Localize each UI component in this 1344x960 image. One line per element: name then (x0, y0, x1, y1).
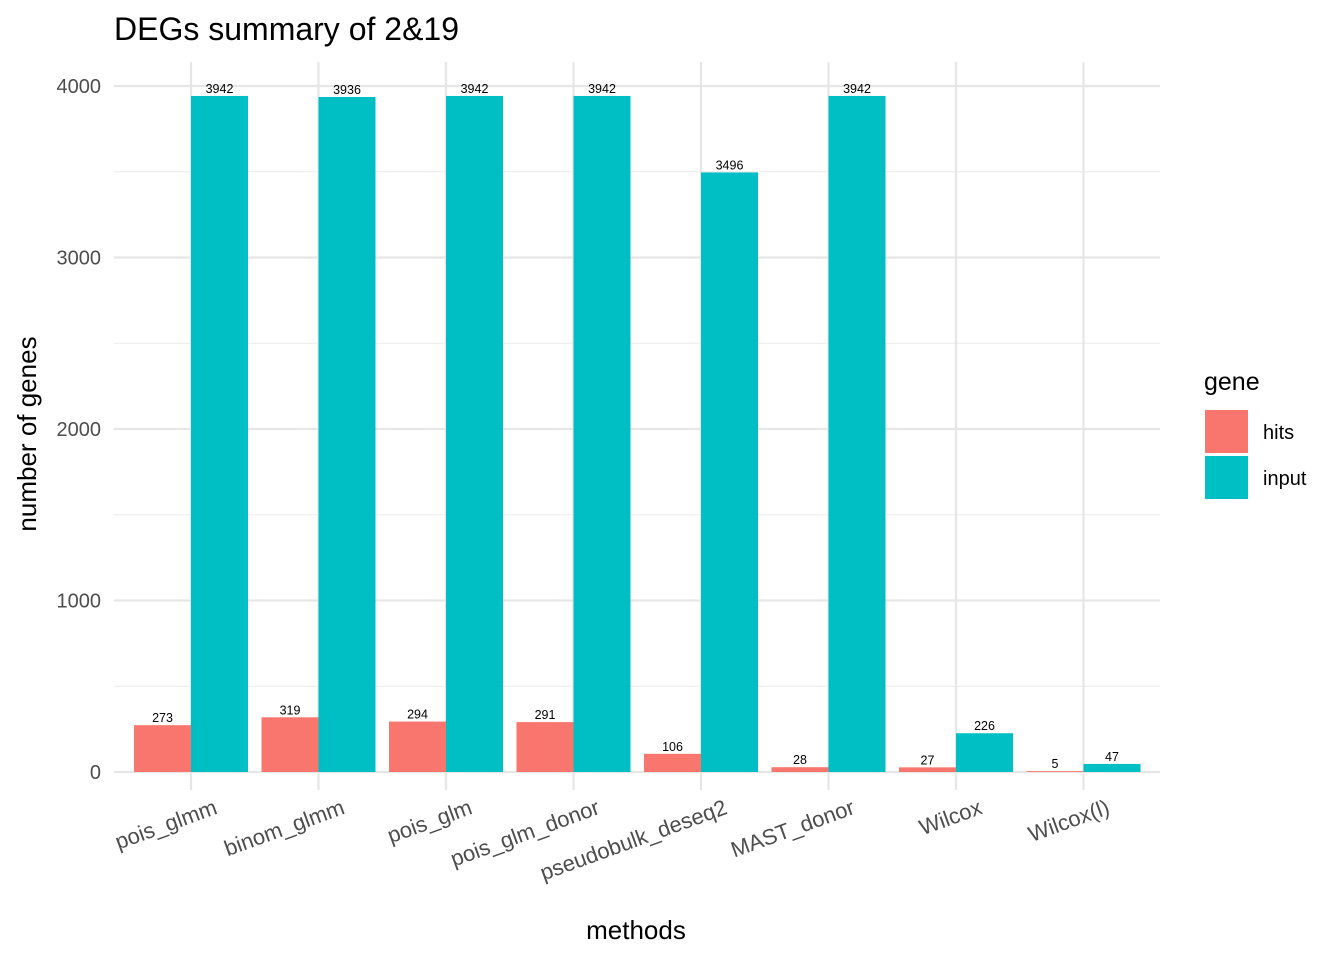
bar-hits (516, 722, 574, 772)
legend-key-hits (1205, 410, 1248, 453)
legend: gene hits input (1204, 368, 1307, 499)
chart-title: DEGs summary of 2&19 (114, 11, 459, 47)
y-tick-label: 3000 (57, 248, 102, 270)
data-label-hits: 273 (152, 711, 173, 725)
data-label-hits: 5 (1052, 757, 1059, 771)
legend-title: gene (1204, 368, 1260, 396)
data-label-hits: 106 (662, 740, 683, 754)
legend-label-input: input (1263, 468, 1307, 490)
bar-input (1083, 763, 1141, 772)
bar-hits (261, 717, 319, 772)
data-label-hits: 291 (535, 708, 556, 722)
bar-hits (389, 721, 446, 772)
data-label-input: 3496 (716, 158, 744, 172)
data-label-hits: 319 (280, 703, 301, 717)
data-label-input: 3936 (333, 83, 361, 97)
bar-input (573, 95, 631, 772)
x-tick-label: pois_glm (384, 794, 475, 848)
data-label-hits: 28 (793, 753, 807, 767)
bar-input (446, 95, 503, 772)
y-tick-label: 0 (90, 762, 101, 784)
x-axis: pois_glmm binom_glmm pois_glmpois_glm_dono… (112, 794, 1113, 885)
data-labels: 273 3942 319 3936 294 3942 291 3942 106 3496 28 394… (152, 82, 1119, 771)
y-tick-label: 4000 (57, 76, 102, 98)
bar-input (318, 96, 376, 772)
bar-input (956, 733, 1013, 772)
data-label-input: 3942 (843, 82, 871, 96)
data-label-hits: 27 (921, 753, 935, 767)
y-axis: 0 1000 2000 3000 4000 (57, 76, 102, 784)
bar-hits (644, 753, 701, 772)
gridlines (114, 62, 1160, 790)
bar-hits (134, 725, 191, 772)
x-tick-label: Wilcox (916, 794, 985, 840)
legend-key-input (1205, 456, 1248, 499)
x-tick-label: binom_glmm (221, 794, 348, 861)
data-label-hits: 294 (407, 708, 428, 722)
legend-label-hits: hits (1263, 422, 1294, 444)
bars (134, 95, 1141, 772)
bar-input (191, 95, 248, 772)
y-tick-label: 2000 (57, 419, 102, 441)
bar-hits (771, 767, 829, 772)
data-label-input: 3942 (461, 82, 489, 96)
x-tick-label: pois_glmm (112, 794, 221, 854)
y-tick-label: 1000 (57, 591, 102, 613)
bar-input (828, 95, 886, 772)
data-label-input: 3942 (588, 82, 616, 96)
x-tick-label: Wilcox(l) (1025, 794, 1113, 846)
bar-input (701, 172, 758, 772)
x-tick-label: MAST_donor (727, 794, 857, 862)
data-label-input: 47 (1105, 750, 1119, 764)
data-label-input: 226 (974, 719, 995, 733)
x-axis-title: methods (586, 915, 686, 945)
bar-hits (1026, 771, 1084, 772)
y-axis-title: number of genes (12, 336, 42, 531)
bar-hits (899, 767, 956, 772)
data-label-input: 3942 (206, 82, 234, 96)
